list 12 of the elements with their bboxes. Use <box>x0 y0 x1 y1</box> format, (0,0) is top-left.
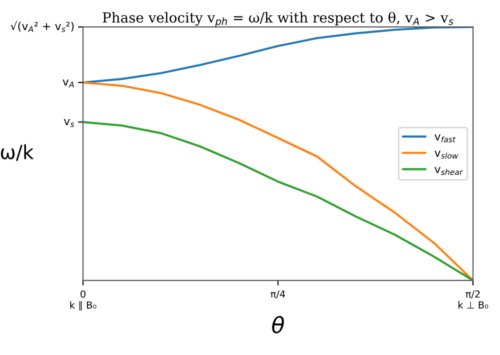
x-tick-label: π/2 k ⊥ B₀ <box>458 290 488 309</box>
y-axis-title: ω/k <box>0 144 34 161</box>
legend-label: v$_{slow}$ <box>434 150 458 159</box>
x-tick-label: 0 k ∥ B₀ <box>70 290 96 311</box>
x-tick-label: π/4 <box>270 290 286 298</box>
legend-label: v$_{shear}$ <box>434 166 464 175</box>
legend-label: v$_{fast}$ <box>434 134 456 142</box>
text: √(v$_{A}$² + v$_{s}$²) <box>10 21 74 32</box>
annotation: v$_{A}$ <box>62 79 74 88</box>
x-axis-title: θ <box>272 316 284 334</box>
chart-title: Phase velocity v$_{ph}$ = ω/k with respect to θ, v$_{A}$ > v$_{s}$ <box>102 12 454 27</box>
annotation: v$_{s}$ <box>64 118 74 127</box>
